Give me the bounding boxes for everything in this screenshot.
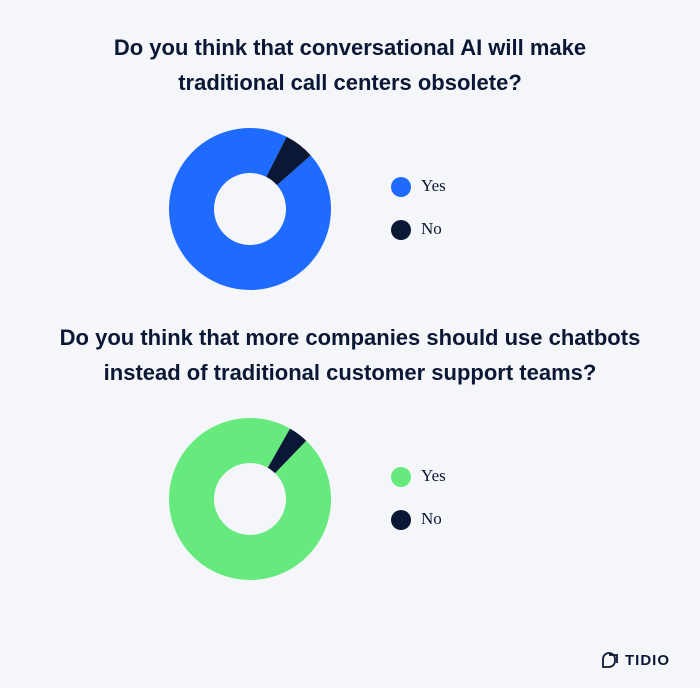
legend-label: Yes: [421, 466, 446, 485]
logo: TIDIO: [600, 650, 670, 670]
legend-label: No: [421, 219, 442, 238]
logo-icon: [602, 652, 618, 668]
pie-slice: [266, 136, 311, 186]
chart-title: Do you think that more companies should …: [59, 325, 641, 385]
pie-slice: [169, 418, 332, 580]
legend-swatch: [391, 467, 411, 487]
legend-swatch: [391, 177, 411, 197]
logo-text: TIDIO: [625, 651, 670, 669]
legend-swatch: [391, 220, 411, 240]
legend-label: No: [421, 509, 442, 528]
legend-swatch: [391, 510, 411, 530]
pie-slice: [267, 428, 307, 474]
chart-title: Do you think that conversational AI will…: [113, 35, 587, 95]
pie-slice: [168, 127, 331, 290]
legend-label: Yes: [421, 176, 446, 195]
